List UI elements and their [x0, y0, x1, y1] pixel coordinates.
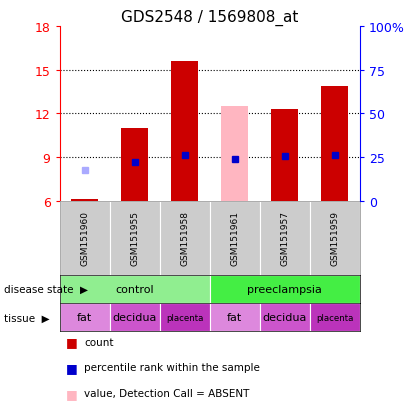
Bar	[159, 202, 210, 275]
Text: ■: ■	[66, 412, 78, 413]
Text: ■: ■	[66, 335, 78, 349]
Text: decidua: decidua	[113, 313, 157, 323]
Text: fat: fat	[227, 313, 242, 323]
Text: ■: ■	[66, 387, 78, 400]
Text: GSM151961: GSM151961	[230, 211, 239, 266]
Text: GSM151957: GSM151957	[280, 211, 289, 266]
Bar	[159, 304, 210, 332]
Text: GSM151959: GSM151959	[330, 211, 339, 266]
Text: decidua: decidua	[263, 313, 307, 323]
Bar	[71, 200, 98, 202]
Text: placenta: placenta	[166, 313, 203, 322]
Bar	[171, 62, 199, 202]
Bar	[309, 202, 360, 275]
Text: value, Detection Call = ABSENT: value, Detection Call = ABSENT	[84, 388, 249, 398]
Bar	[260, 202, 309, 275]
Text: placenta: placenta	[316, 313, 353, 322]
Text: preeclampsia: preeclampsia	[247, 285, 322, 294]
Text: GSM151960: GSM151960	[80, 211, 89, 266]
Text: fat: fat	[77, 313, 92, 323]
Text: count: count	[84, 337, 114, 347]
Text: GSM151955: GSM151955	[130, 211, 139, 266]
Text: disease state  ▶: disease state ▶	[4, 285, 88, 294]
Bar	[260, 304, 309, 332]
Text: control: control	[115, 285, 154, 294]
Bar	[110, 202, 159, 275]
Bar	[210, 202, 260, 275]
Bar	[221, 107, 248, 202]
Bar	[60, 202, 110, 275]
Bar	[321, 86, 349, 202]
Bar	[210, 275, 360, 304]
Bar	[210, 304, 260, 332]
Text: percentile rank within the sample: percentile rank within the sample	[84, 363, 260, 373]
Text: GSM151958: GSM151958	[180, 211, 189, 266]
Text: tissue  ▶: tissue ▶	[4, 313, 50, 323]
Title: GDS2548 / 1569808_at: GDS2548 / 1569808_at	[121, 9, 298, 26]
Bar	[121, 129, 148, 202]
Text: ■: ■	[66, 361, 78, 374]
Bar	[60, 275, 210, 304]
Bar	[271, 110, 298, 202]
Bar	[309, 304, 360, 332]
Bar	[60, 304, 110, 332]
Bar	[110, 304, 159, 332]
